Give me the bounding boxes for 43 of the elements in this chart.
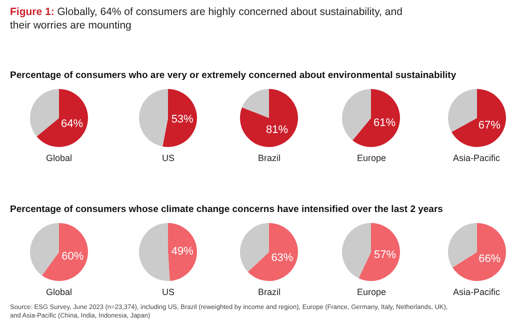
data-label: 57% [374,249,396,262]
text: US [162,287,175,297]
pie-slice [452,89,506,147]
pie-slice [42,223,88,281]
text: Asia-Pacific [453,287,501,297]
pie-slice [248,223,298,281]
pie-slice [358,223,400,281]
text: US [162,153,175,163]
text: Global [46,153,72,163]
pie-slice [240,89,298,147]
data-label: 67% [478,119,501,132]
pie-slice [162,89,197,147]
text: Global [46,287,72,297]
data-label: 64% [61,118,84,130]
pie-slice [448,223,477,268]
data-label: 60% [62,250,84,262]
data-label: 63% [271,252,294,264]
caption: Figure 1: Globally, 64% of consumers are highly concerned about sustainability, and their worries are mounting [10,6,403,32]
pie-slice [452,223,506,281]
pie-slice [139,89,168,146]
pie-slice [342,89,371,140]
pie-slice [242,89,269,118]
pie-slice [30,223,59,276]
data-label: 66% [478,252,501,265]
pie-slice [30,89,59,136]
text: Europe [357,153,386,163]
pie-slice [352,89,400,147]
pie-slice [139,223,170,281]
data-label: 81% [266,124,288,136]
text: Percentage of consumers who are very or extremely concerned about environmental sustainability [10,70,457,81]
pie-slice [448,89,477,132]
pie-slice [36,89,88,147]
pie-slice [240,223,269,272]
data-label: 53% [171,113,194,126]
text: Europe [357,287,386,297]
text: Brazil [258,287,281,297]
text: Brazil [258,153,281,163]
text: Percentage of consumers whose climate change concerns have intensified over the last 2 years [10,204,443,215]
data-label: 49% [171,246,194,258]
pie-slice [168,223,197,281]
text: Asia-Pacific [453,153,501,163]
data-label: 61% [374,116,396,129]
pie-slice [342,223,371,278]
